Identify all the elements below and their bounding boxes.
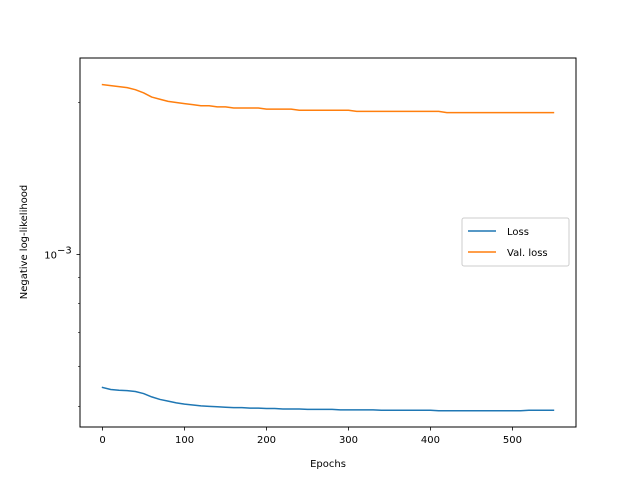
x-tick-label-0: 0 [99,435,105,446]
series-line-0 [101,386,555,412]
legend-label-loss: Loss [507,227,529,238]
plot-frame [79,57,577,428]
legend-box [461,217,570,267]
x-tick-label-1: 100 [175,435,194,446]
x-tick-label-3: 300 [339,435,358,446]
y-tick-exponent-0: −3 [57,245,72,256]
series-layer [101,83,555,412]
legend-label-val-loss: Val. loss [507,248,548,259]
x-tick-label-5: 500 [503,435,522,446]
legend: Loss Val. loss [461,217,570,267]
x-axis-label: Epochs [310,459,346,470]
x-tick-label-2: 200 [257,435,276,446]
x-tick-label-4: 400 [421,435,440,446]
y-tick-label-0: 10 [44,250,57,261]
y-axis: 10 −3 [44,102,80,407]
series-line-1 [101,83,555,114]
y-axis-label: Negative log-likelihood [19,185,30,300]
x-axis: 0 100 200 300 400 500 [99,427,522,446]
